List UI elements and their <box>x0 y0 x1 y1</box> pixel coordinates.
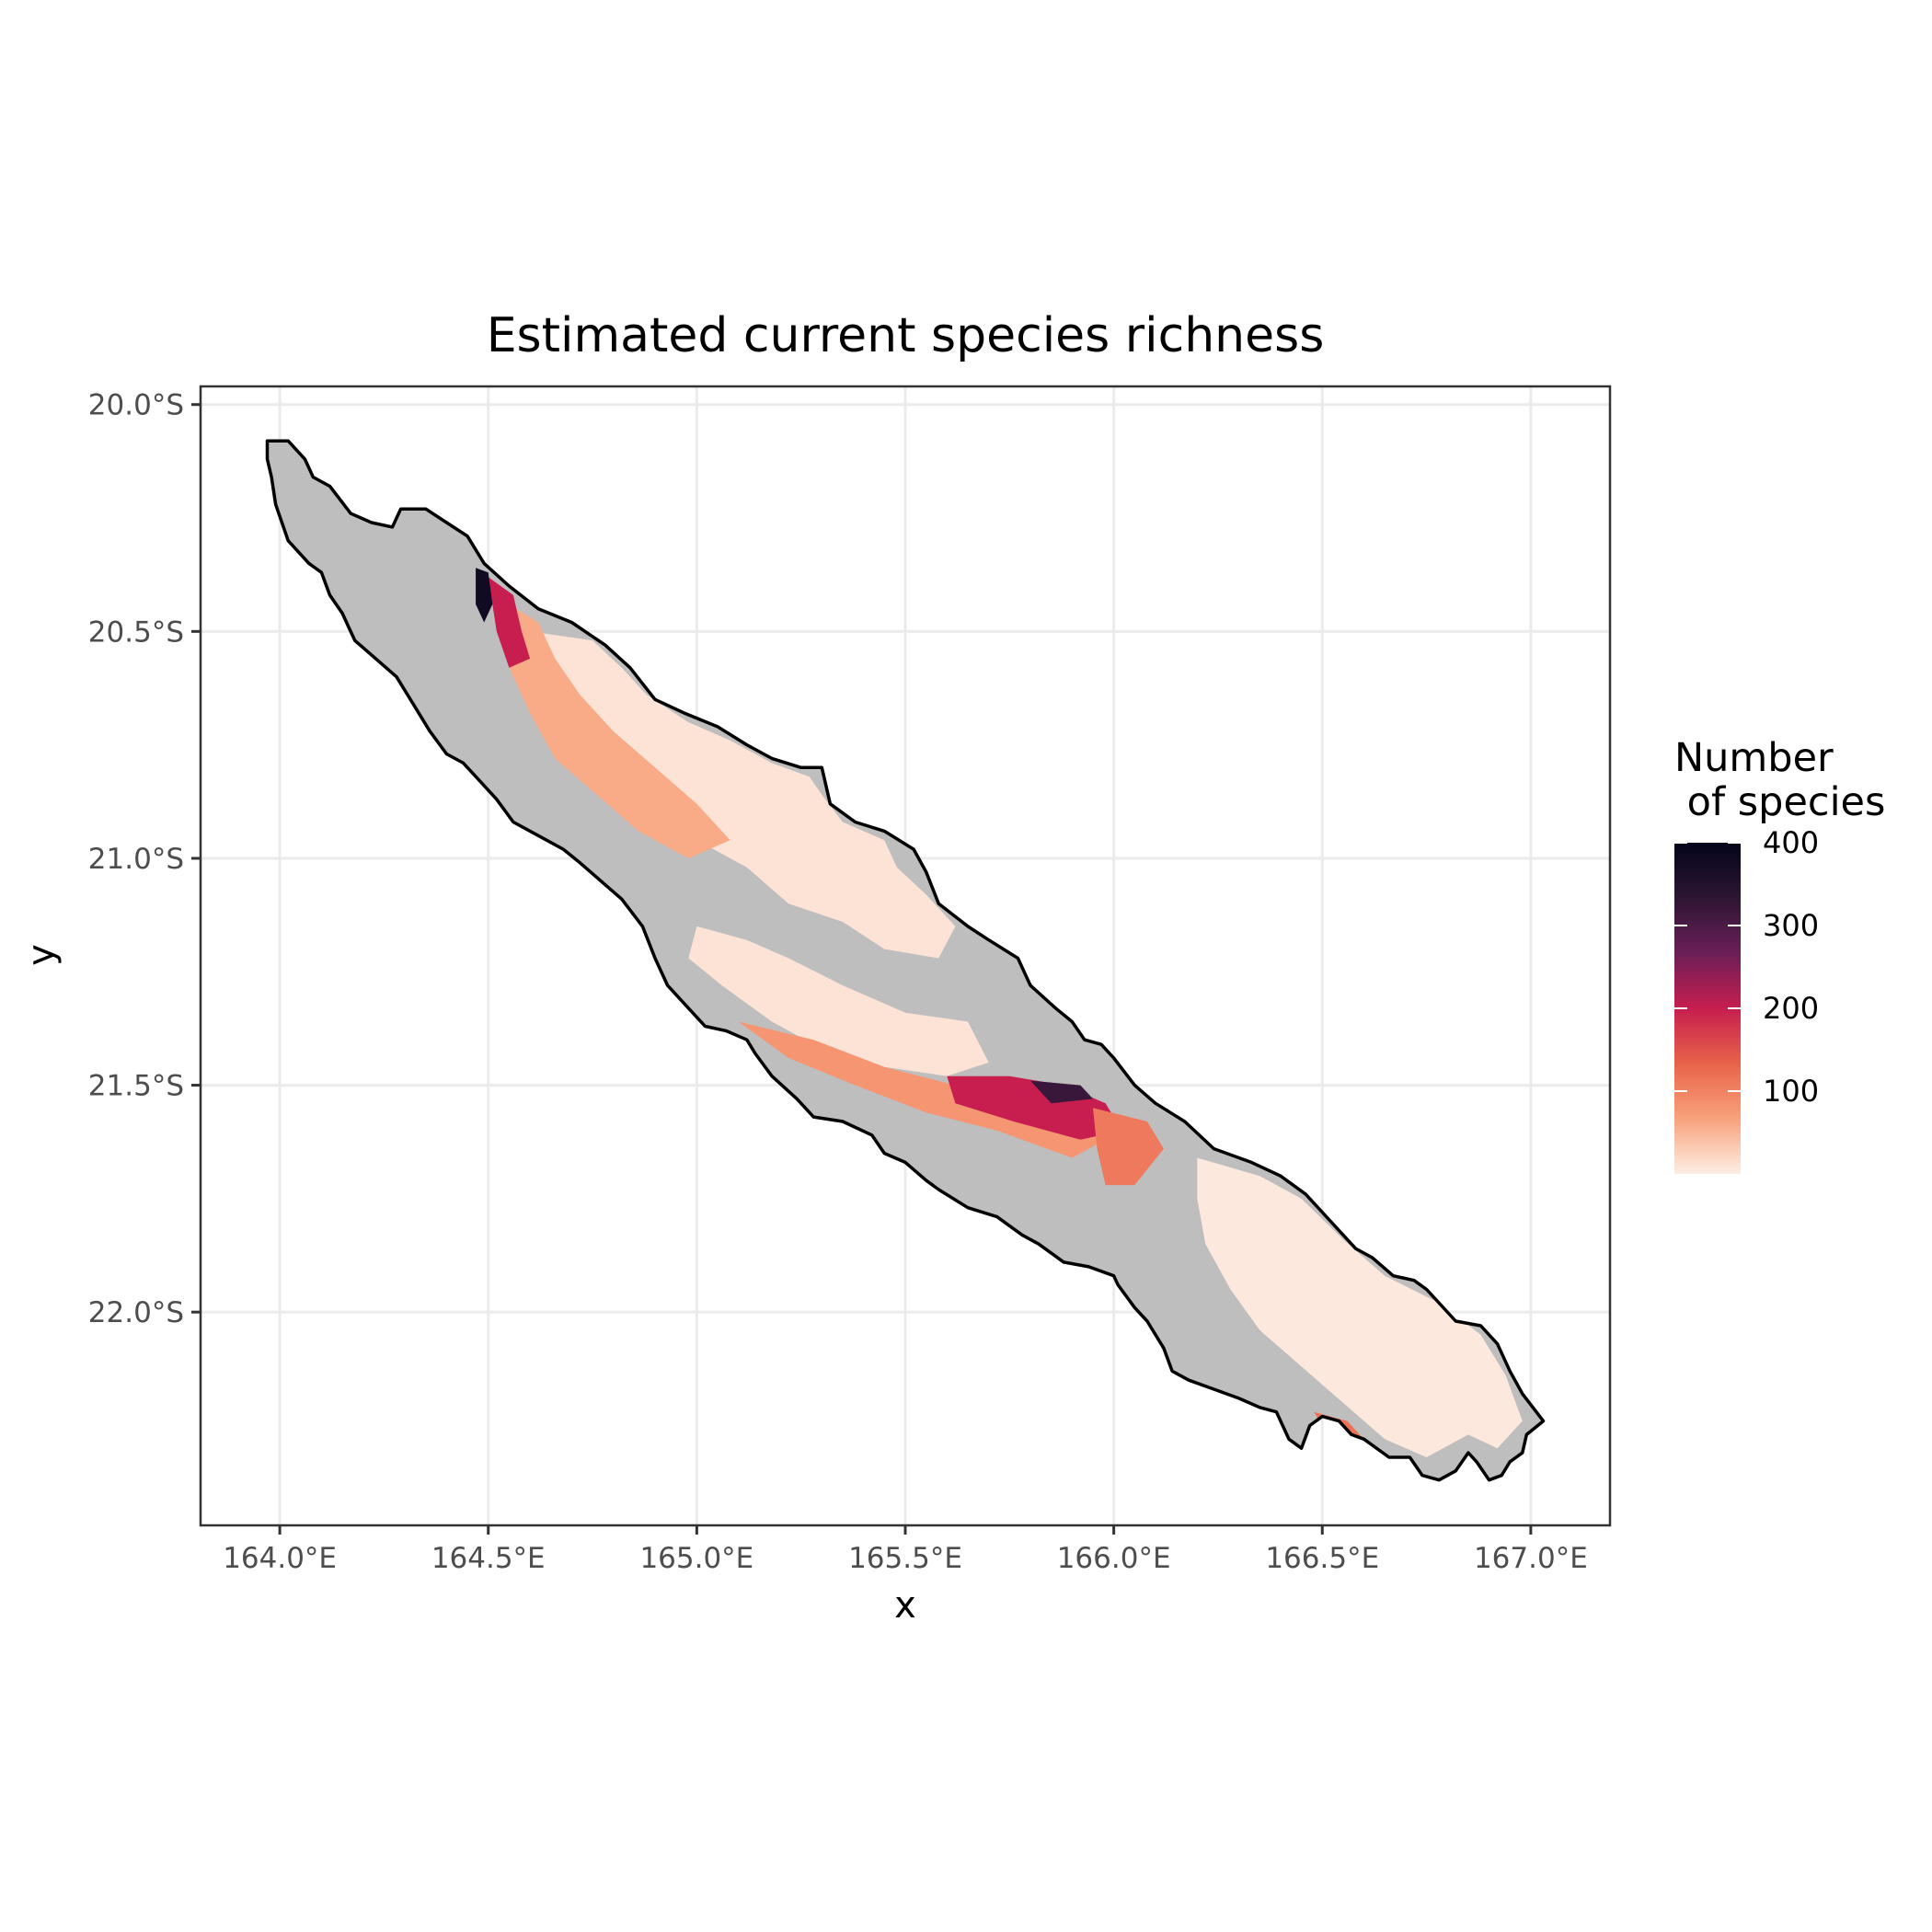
legend-tick-label: 200 <box>1763 991 1819 1026</box>
legend-tick-label: 100 <box>1763 1074 1819 1109</box>
x-tick-label: 164.0°E <box>223 1542 337 1575</box>
legend: Number of species 400 300 200 100 <box>1674 735 1885 1174</box>
richness-zone <box>1093 1108 1164 1186</box>
x-tick-label: 166.5°E <box>1265 1542 1379 1575</box>
richness-zone <box>1030 1080 1093 1104</box>
island-coastline <box>265 439 1546 1482</box>
y-tick-label: 22.0°S <box>88 1296 184 1329</box>
y-tick-label: 21.0°S <box>88 843 184 876</box>
x-tick-label: 166.0°E <box>1057 1542 1171 1575</box>
y-axis-title: y <box>20 944 63 966</box>
y-tick-label: 20.0°S <box>88 389 184 422</box>
richness-zone <box>476 568 493 623</box>
x-tick-label: 165.5°E <box>848 1542 962 1575</box>
richness-zone <box>738 1021 1106 1158</box>
y-tick-label: 20.5°S <box>88 615 184 649</box>
richness-zone <box>530 631 956 959</box>
legend-ticks: 400 300 200 100 <box>1674 825 1819 1109</box>
richness-zone <box>1197 1157 1523 1457</box>
x-tick-label: 165.0°E <box>639 1542 753 1575</box>
richness-zone <box>488 577 531 668</box>
y-axis: 20.0°S 20.5°S 21.0°S 21.5°S 22.0°S <box>88 389 201 1329</box>
legend-title-line1: Number <box>1674 735 1834 781</box>
x-tick-label: 164.5°E <box>431 1542 546 1575</box>
x-axis: 164.0°E 164.5°E 165.0°E 165.5°E 166.0°E 166.5… <box>223 1525 1588 1575</box>
x-axis-title: x <box>894 1584 916 1627</box>
y-tick-label: 21.5°S <box>88 1070 184 1103</box>
legend-title-line2: of species <box>1674 779 1885 825</box>
chart-title: Estimated current species richness <box>487 308 1325 363</box>
legend-tick-label: 400 <box>1763 825 1819 860</box>
x-tick-label: 167.0°E <box>1474 1542 1588 1575</box>
legend-tick-label: 300 <box>1763 908 1819 943</box>
richness-zone <box>509 604 730 858</box>
richness-raster <box>476 568 1523 1457</box>
richness-zone <box>688 926 989 1076</box>
